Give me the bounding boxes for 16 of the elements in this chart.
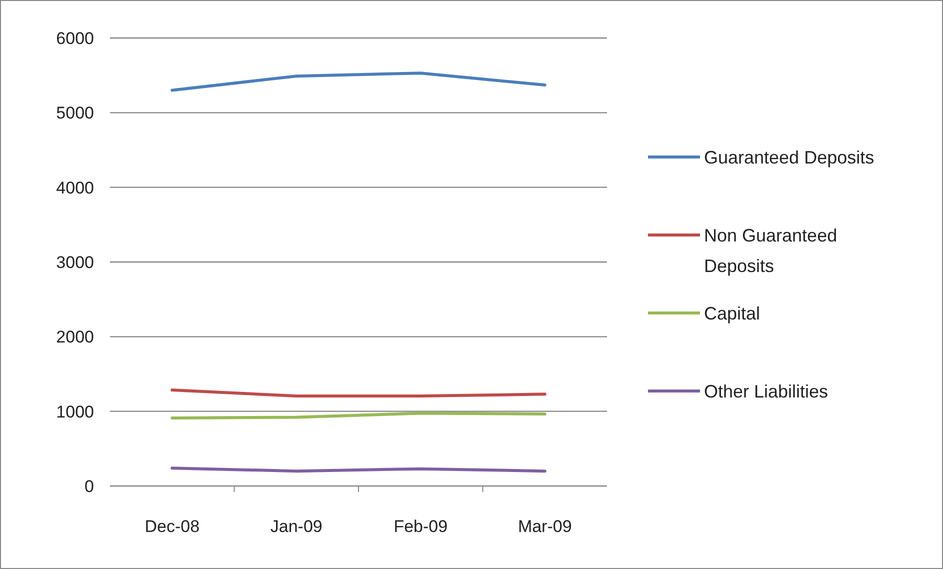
legend-label: Non Guaranteed Deposits: [704, 225, 838, 276]
legend-label: Other Liabilities: [704, 381, 828, 402]
y-tick-label: 1000: [56, 402, 94, 422]
y-tick-label: 0: [84, 476, 94, 496]
y-tick-label: 6000: [56, 28, 94, 48]
y-tick-label: 2000: [56, 328, 94, 347]
x-tick-label: Feb-09: [394, 517, 448, 536]
y-tick-label: 5000: [56, 104, 94, 123]
line-series: [170, 72, 546, 92]
legend-label: Capital: [704, 303, 760, 324]
y-tick-label: 4000: [56, 178, 94, 198]
y-tick-label: 3000: [56, 252, 94, 272]
x-tick-label: Mar-09: [518, 517, 572, 536]
x-tick-label: Dec-08: [144, 517, 200, 536]
x-tick-label: Jan-09: [270, 517, 322, 536]
legend-label: Guaranteed Deposits: [704, 147, 874, 168]
